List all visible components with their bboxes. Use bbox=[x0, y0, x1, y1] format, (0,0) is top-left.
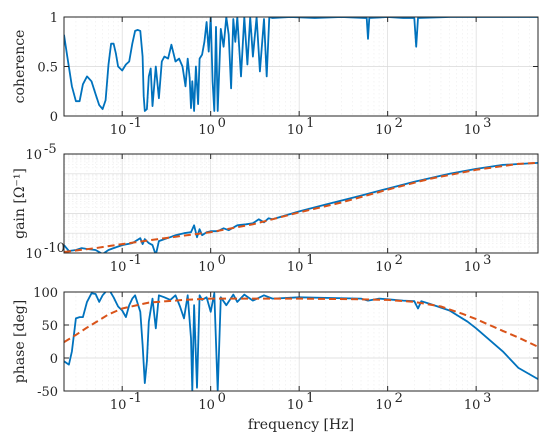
measured-line bbox=[64, 162, 538, 253]
y-tick-label: 0.5 bbox=[37, 61, 58, 76]
y-tick-exponent: -5 bbox=[44, 142, 57, 157]
x-tick-label: 10 bbox=[287, 398, 304, 413]
x-tick-exponent: 2 bbox=[395, 391, 403, 406]
measured-line bbox=[64, 17, 538, 112]
plot-area bbox=[64, 154, 538, 253]
y-axis-label: coherence bbox=[12, 30, 28, 104]
axes-frame bbox=[63, 291, 539, 392]
x-tick-label: 10 bbox=[464, 260, 481, 275]
y-axis-label: phase [deg] bbox=[12, 300, 28, 383]
x-tick-label: 10 bbox=[287, 260, 304, 275]
x-tick-label: 10 bbox=[198, 123, 215, 138]
x-tick-exponent: 3 bbox=[483, 391, 491, 406]
x-tick-label: 10 bbox=[375, 398, 392, 413]
x-tick-exponent: 1 bbox=[306, 391, 314, 406]
y-tick-label: -50 bbox=[37, 385, 58, 400]
x-tick-exponent: 0 bbox=[218, 116, 226, 131]
x-tick-exponent: -1 bbox=[129, 116, 142, 131]
x-tick-exponent: 0 bbox=[218, 391, 226, 406]
x-axis-label: frequency [Hz] bbox=[248, 417, 354, 433]
y-tick-label: 100 bbox=[33, 286, 58, 301]
x-tick-exponent: -1 bbox=[129, 391, 142, 406]
x-tick-label: 10 bbox=[198, 260, 215, 275]
y-tick-label: 10 bbox=[25, 247, 42, 262]
x-tick-label: 10 bbox=[464, 398, 481, 413]
y-tick-label: 50 bbox=[41, 319, 58, 334]
x-tick-label: 10 bbox=[110, 260, 127, 275]
y-tick-label: 1 bbox=[50, 11, 58, 26]
y-tick-exponent: -10 bbox=[44, 241, 65, 256]
x-tick-exponent: 1 bbox=[306, 253, 314, 268]
x-tick-label: 10 bbox=[375, 123, 392, 138]
x-tick-exponent: -1 bbox=[129, 253, 142, 268]
y-tick-label: 10 bbox=[25, 148, 42, 163]
plot-area bbox=[64, 292, 538, 391]
x-tick-exponent: 3 bbox=[483, 116, 491, 131]
y-tick-label: 0 bbox=[50, 352, 58, 367]
fit-line bbox=[64, 161, 538, 253]
x-tick-label: 10 bbox=[375, 260, 392, 275]
axes-frame bbox=[63, 153, 539, 254]
x-tick-label: 10 bbox=[464, 123, 481, 138]
x-tick-label: 10 bbox=[198, 398, 215, 413]
x-tick-exponent: 2 bbox=[395, 116, 403, 131]
x-tick-exponent: 2 bbox=[395, 253, 403, 268]
x-tick-label: 10 bbox=[110, 123, 127, 138]
y-tick-label: 0 bbox=[50, 110, 58, 125]
x-tick-exponent: 1 bbox=[306, 116, 314, 131]
x-tick-label: 10 bbox=[110, 398, 127, 413]
fit-line bbox=[64, 297, 538, 348]
x-tick-exponent: 0 bbox=[218, 253, 226, 268]
x-tick-exponent: 3 bbox=[483, 253, 491, 268]
x-tick-label: 10 bbox=[287, 123, 304, 138]
y-axis-label: gain [Ω⁻¹] bbox=[12, 168, 28, 239]
